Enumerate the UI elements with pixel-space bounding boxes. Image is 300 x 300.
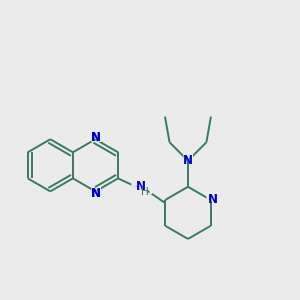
- Text: N: N: [207, 193, 218, 206]
- Text: N: N: [91, 187, 100, 200]
- Text: N: N: [183, 154, 193, 167]
- Text: N: N: [91, 131, 100, 144]
- Text: N: N: [136, 180, 146, 193]
- Text: N: N: [204, 192, 217, 207]
- Text: N: N: [182, 153, 194, 168]
- Text: H: H: [141, 188, 148, 197]
- Text: N: N: [89, 186, 102, 201]
- Text: N: N: [91, 187, 100, 200]
- Text: NH: NH: [129, 182, 154, 197]
- Text: N: N: [89, 130, 102, 145]
- Text: N: N: [91, 131, 100, 144]
